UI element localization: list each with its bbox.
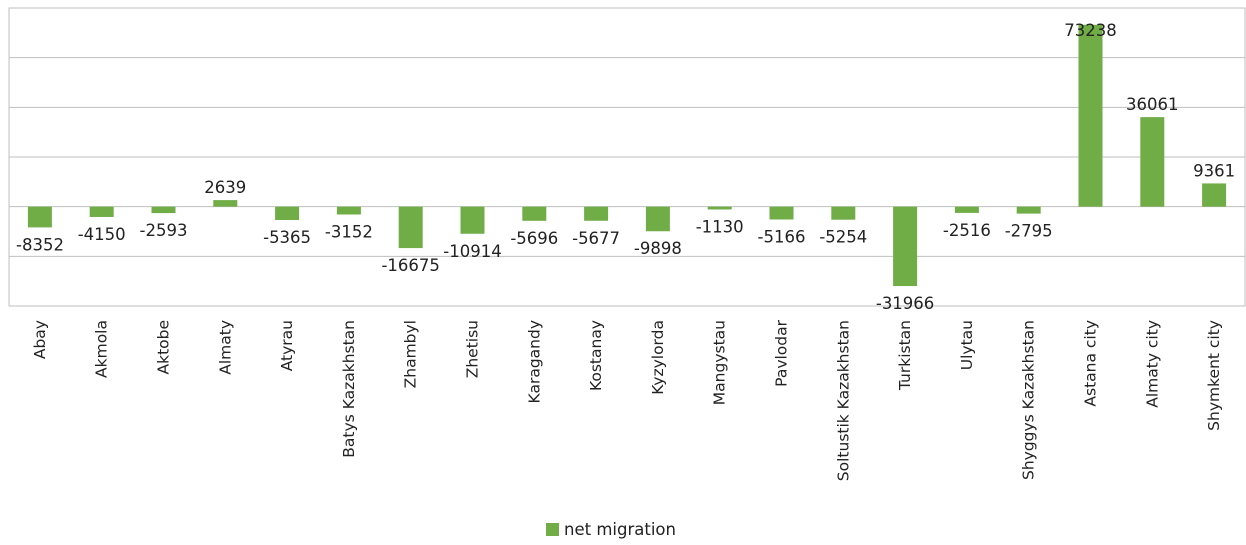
category-label: Zhambyl xyxy=(402,320,420,388)
bar-batys-kazakhstan xyxy=(336,206,361,215)
bar-abay xyxy=(27,206,52,228)
legend-label: net migration xyxy=(564,520,676,539)
bar-astana-city xyxy=(1078,24,1103,207)
bar-kyzylorda xyxy=(645,206,670,232)
category-label: Batys Kazakhstan xyxy=(340,320,358,458)
data-label: -5365 xyxy=(263,228,311,247)
category-label: Almaty city xyxy=(1143,320,1161,408)
data-labels: -8352 -4150 -2593 2639 -5365 -3152 -16675-1091… xyxy=(16,21,1235,313)
bar-mangystau xyxy=(707,206,732,210)
data-label: -2516 xyxy=(943,221,991,240)
category-label: Atyrau xyxy=(278,320,296,371)
data-label: -4150 xyxy=(78,225,126,244)
bar-almaty-city xyxy=(1140,117,1165,207)
data-label: -1130 xyxy=(696,217,744,236)
category-label: Aktobe xyxy=(155,320,173,375)
category-label: Almaty xyxy=(216,320,234,375)
bar-akmola xyxy=(89,206,114,217)
bar-aktobe xyxy=(151,206,176,214)
bar-zhambyl xyxy=(398,206,423,249)
data-label: -8352 xyxy=(16,235,64,254)
category-label: Abay xyxy=(31,320,49,359)
data-label: 9361 xyxy=(1193,161,1235,180)
bar-almaty xyxy=(213,200,238,207)
legend: net migration xyxy=(546,520,676,539)
data-label: 2639 xyxy=(204,178,246,197)
category-label: Kyzylorda xyxy=(649,320,667,395)
category-label: Zhetisu xyxy=(464,320,482,378)
category-label: Akmola xyxy=(93,320,111,378)
bar-ulytau xyxy=(954,206,979,213)
bar-kostanay xyxy=(584,206,609,221)
data-label: -2593 xyxy=(140,221,188,240)
category-label: Turkistan xyxy=(896,320,914,391)
data-label: -5696 xyxy=(510,229,558,248)
bar-soltustik-kazakhstan xyxy=(831,206,856,220)
bar-pavlodar xyxy=(769,206,794,220)
data-label: -5166 xyxy=(758,227,806,246)
bar-atyrau xyxy=(275,206,300,220)
data-label: -5254 xyxy=(819,228,867,247)
category-label: Pavlodar xyxy=(773,319,791,386)
data-label: -9898 xyxy=(634,239,682,258)
data-label: -10914 xyxy=(443,242,501,261)
data-label: -2795 xyxy=(1005,222,1053,241)
category-label: Kostanay xyxy=(587,320,605,391)
category-label: Astana city xyxy=(1082,320,1100,407)
category-label: Mangystau xyxy=(711,320,729,405)
bar-shymkent-city xyxy=(1202,183,1227,207)
gridlines xyxy=(9,57,1245,257)
bar-karagandy xyxy=(522,206,547,221)
data-label: -16675 xyxy=(381,256,439,275)
category-labels: Abay Akmola Aktobe Almaty Atyrau Batys Kazakh… xyxy=(31,319,1223,481)
data-label: -3152 xyxy=(325,222,373,241)
bar-zhetisu xyxy=(460,206,485,234)
data-label: -31966 xyxy=(876,294,934,313)
data-label: 73238 xyxy=(1064,21,1117,40)
bar-turkistan xyxy=(893,206,918,287)
legend-swatch xyxy=(546,523,559,536)
category-label: Soltustik Kazakhstan xyxy=(834,320,852,481)
bars xyxy=(27,24,1227,287)
category-label: Ulytau xyxy=(958,320,976,370)
data-label: 36061 xyxy=(1126,95,1179,114)
category-label: Karagandy xyxy=(525,320,543,403)
bar-shyggys-kazakhstan xyxy=(1016,206,1041,214)
category-label: Shymkent city xyxy=(1205,320,1223,431)
data-label: -5677 xyxy=(572,229,620,248)
category-label: Shyggys Kazakhstan xyxy=(1020,320,1038,480)
